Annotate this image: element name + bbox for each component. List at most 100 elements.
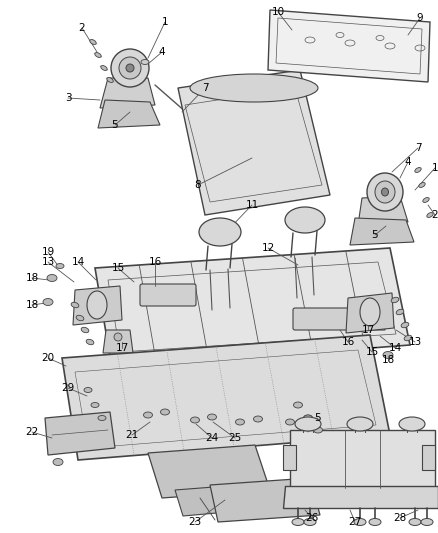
Ellipse shape bbox=[56, 263, 64, 269]
Text: 11: 11 bbox=[245, 200, 258, 210]
Text: 18: 18 bbox=[381, 355, 394, 365]
Ellipse shape bbox=[76, 316, 84, 321]
Text: 4: 4 bbox=[404, 157, 410, 167]
Polygon shape bbox=[148, 445, 269, 498]
Polygon shape bbox=[209, 478, 319, 522]
Ellipse shape bbox=[303, 519, 315, 526]
Text: 25: 25 bbox=[228, 433, 241, 443]
Text: 2: 2 bbox=[78, 23, 85, 33]
Ellipse shape bbox=[291, 519, 303, 526]
Ellipse shape bbox=[294, 417, 320, 431]
Polygon shape bbox=[100, 78, 155, 108]
Polygon shape bbox=[349, 218, 413, 245]
Ellipse shape bbox=[98, 416, 106, 421]
Text: 22: 22 bbox=[25, 427, 39, 437]
Polygon shape bbox=[95, 248, 409, 368]
Ellipse shape bbox=[422, 198, 428, 203]
Ellipse shape bbox=[284, 207, 324, 233]
Ellipse shape bbox=[198, 218, 240, 246]
Text: 12: 12 bbox=[261, 243, 274, 253]
Ellipse shape bbox=[87, 291, 107, 319]
Text: 16: 16 bbox=[148, 257, 161, 267]
Ellipse shape bbox=[303, 415, 312, 421]
Polygon shape bbox=[283, 445, 295, 470]
Text: 23: 23 bbox=[188, 517, 201, 527]
Ellipse shape bbox=[390, 297, 398, 303]
Ellipse shape bbox=[365, 310, 373, 318]
Text: 15: 15 bbox=[111, 263, 124, 273]
Text: 24: 24 bbox=[205, 433, 218, 443]
Ellipse shape bbox=[374, 181, 394, 203]
Ellipse shape bbox=[303, 415, 312, 421]
Polygon shape bbox=[421, 445, 434, 470]
Polygon shape bbox=[267, 10, 429, 82]
Text: 16: 16 bbox=[341, 337, 354, 347]
Ellipse shape bbox=[190, 417, 199, 423]
Ellipse shape bbox=[90, 39, 96, 44]
FancyBboxPatch shape bbox=[292, 308, 348, 330]
Ellipse shape bbox=[86, 340, 94, 345]
Text: 27: 27 bbox=[348, 517, 361, 527]
Text: 13: 13 bbox=[407, 337, 420, 347]
Polygon shape bbox=[290, 430, 434, 488]
Ellipse shape bbox=[408, 519, 420, 526]
Ellipse shape bbox=[141, 60, 148, 64]
Ellipse shape bbox=[403, 335, 411, 341]
Text: 29: 29 bbox=[61, 383, 74, 393]
Ellipse shape bbox=[366, 173, 402, 211]
Ellipse shape bbox=[101, 66, 107, 70]
Ellipse shape bbox=[190, 74, 317, 102]
Text: 4: 4 bbox=[158, 47, 165, 57]
Text: 14: 14 bbox=[71, 257, 85, 267]
Ellipse shape bbox=[426, 213, 432, 217]
Text: 15: 15 bbox=[364, 347, 378, 357]
Text: 19: 19 bbox=[41, 247, 54, 257]
Polygon shape bbox=[177, 70, 329, 215]
Text: 14: 14 bbox=[388, 343, 401, 353]
Ellipse shape bbox=[293, 402, 302, 408]
Ellipse shape bbox=[119, 57, 141, 79]
Polygon shape bbox=[283, 486, 437, 508]
Polygon shape bbox=[354, 307, 384, 330]
Text: 7: 7 bbox=[201, 83, 208, 93]
Ellipse shape bbox=[346, 417, 372, 431]
Ellipse shape bbox=[84, 387, 92, 392]
Ellipse shape bbox=[400, 322, 408, 328]
Ellipse shape bbox=[47, 274, 57, 281]
Ellipse shape bbox=[381, 188, 388, 196]
Polygon shape bbox=[357, 196, 407, 225]
Ellipse shape bbox=[313, 427, 322, 433]
Text: 5: 5 bbox=[314, 413, 321, 423]
Ellipse shape bbox=[418, 182, 424, 188]
Ellipse shape bbox=[359, 298, 379, 326]
Ellipse shape bbox=[81, 327, 88, 333]
Text: 17: 17 bbox=[115, 343, 128, 353]
Text: 20: 20 bbox=[41, 353, 54, 363]
Text: 13: 13 bbox=[41, 257, 54, 267]
Ellipse shape bbox=[114, 333, 122, 341]
Ellipse shape bbox=[91, 402, 99, 408]
Text: 3: 3 bbox=[64, 93, 71, 103]
Text: 5: 5 bbox=[371, 230, 378, 240]
Polygon shape bbox=[73, 286, 122, 325]
Ellipse shape bbox=[235, 419, 244, 425]
Ellipse shape bbox=[353, 519, 365, 526]
Ellipse shape bbox=[414, 167, 420, 173]
Polygon shape bbox=[175, 485, 249, 516]
Polygon shape bbox=[103, 330, 133, 353]
Ellipse shape bbox=[53, 458, 63, 465]
Text: 9: 9 bbox=[416, 13, 422, 23]
Ellipse shape bbox=[395, 309, 403, 314]
Ellipse shape bbox=[160, 409, 169, 415]
Text: 1: 1 bbox=[431, 163, 437, 173]
Ellipse shape bbox=[207, 414, 216, 420]
FancyBboxPatch shape bbox=[140, 284, 195, 306]
Text: 17: 17 bbox=[360, 325, 374, 335]
Ellipse shape bbox=[106, 77, 113, 83]
Text: 5: 5 bbox=[111, 120, 118, 130]
Ellipse shape bbox=[111, 49, 148, 87]
Ellipse shape bbox=[398, 417, 424, 431]
Ellipse shape bbox=[143, 412, 152, 418]
Text: 1: 1 bbox=[161, 17, 168, 27]
Ellipse shape bbox=[420, 519, 432, 526]
